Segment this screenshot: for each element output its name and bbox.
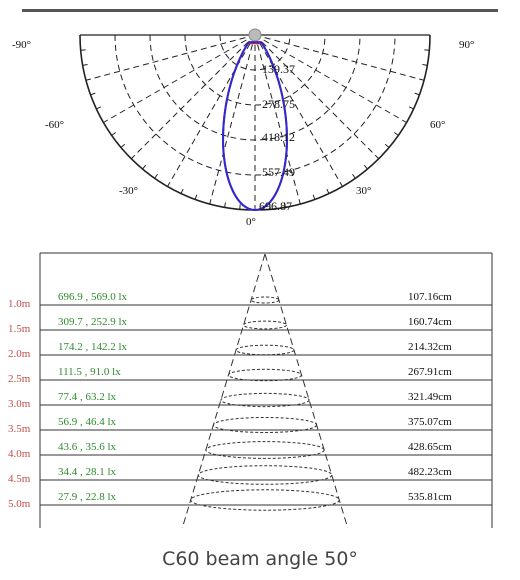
beam-diameter-value: 482.23cm [408, 466, 452, 478]
beam-ring [197, 465, 333, 485]
polar-tick [393, 132, 399, 136]
angle-label-minus-60: -60° [45, 119, 64, 131]
beam-diameter-value: 267.91cm [408, 366, 452, 378]
polar-tick [414, 92, 420, 96]
beam-diameter-value: 107.16cm [408, 291, 452, 303]
angle-label-90: 90° [459, 39, 474, 51]
polar-spoke [103, 34, 256, 123]
polar-tick [422, 64, 428, 66]
lux-value: 309.7 , 252.9 lx [58, 316, 128, 328]
distance-label: 2.5m [8, 373, 31, 385]
polar-tick [82, 64, 88, 66]
polar-tick [312, 194, 316, 200]
lux-value: 56.9 , 46.4 lx [58, 416, 117, 428]
beam-ring [227, 368, 303, 382]
polar-spoke [254, 34, 301, 205]
beam-ring [243, 320, 287, 330]
ring-label-3: 418.12 [262, 130, 295, 144]
beam-edge-left [181, 253, 266, 529]
polar-tick [326, 188, 330, 194]
beam-ring [220, 392, 310, 408]
polar-grid [79, 28, 431, 211]
ring-label-4: 557.49 [262, 165, 295, 179]
polar-tick [90, 92, 96, 96]
distance-label: 2.0m [8, 348, 31, 360]
distance-label: 1.0m [8, 298, 31, 310]
ring-label-5: 696.87 [259, 199, 292, 213]
lux-value: 34.4 , 28.1 lx [58, 466, 117, 478]
top-rule [22, 9, 498, 12]
beam-diameter-value: 535.81cm [408, 491, 452, 503]
beam-edge-right [264, 253, 349, 529]
polar-spoke [85, 34, 256, 81]
angle-label-0: 0° [246, 216, 256, 228]
polar-tick [120, 143, 126, 148]
distance-label: 4.5m [8, 473, 31, 485]
polar-spoke [130, 34, 256, 160]
polar-tick [384, 143, 390, 148]
ring-label-1: 139.37 [262, 62, 295, 76]
beam-diameter-value: 214.32cm [408, 341, 452, 353]
polar-spoke [254, 34, 343, 187]
illuminance-table [39, 252, 493, 528]
beam-ring [190, 489, 340, 511]
polar-tick [194, 194, 198, 200]
distance-label: 3.0m [8, 398, 31, 410]
beam-ring [235, 344, 295, 356]
lux-value: 43.6 , 35.6 lx [58, 441, 117, 453]
polar-tick [96, 106, 102, 110]
lux-value: 696.9 , 569.0 lx [58, 291, 128, 303]
lux-value: 27.9 , 22.8 lx [58, 491, 117, 503]
distance-label: 1.5m [8, 323, 31, 335]
angle-label-minus-90: -90° [12, 39, 31, 51]
polar-spoke [254, 34, 407, 123]
ring-label-2: 278.75 [262, 97, 295, 111]
polar-tick [363, 164, 368, 170]
caption: C60 beam angle 50° [162, 548, 358, 570]
polar-tick [111, 132, 117, 136]
beam-diameter-value: 160.74cm [408, 316, 452, 328]
illuminance-rows: 1.0m 696.9 , 569.0 lx 107.16cm 1.5m 309.7 , … [8, 291, 452, 510]
polar-tick [224, 202, 226, 208]
polar-outer-arc [79, 34, 431, 211]
polar-tick [154, 173, 158, 179]
beam-ring [205, 441, 325, 459]
angle-label-minus-30: -30° [119, 185, 138, 197]
beam-diameter-value: 428.65cm [408, 441, 452, 453]
polar-ring [184, 34, 326, 106]
polar-spoke [209, 34, 256, 205]
angle-label-30: 30° [356, 185, 371, 197]
polar-tick [284, 202, 286, 208]
lux-value: 174.2 , 142.2 lx [58, 341, 128, 353]
polar-spoke [254, 34, 425, 81]
polar-spoke [254, 34, 380, 160]
polar-tick [180, 188, 184, 194]
distance-label: 5.0m [8, 498, 31, 510]
beam-ring [250, 296, 280, 304]
polar-hub [248, 28, 262, 42]
distance-label: 4.0m [8, 448, 31, 460]
distance-label: 3.5m [8, 423, 31, 435]
polar-ring [114, 34, 396, 176]
angle-label-60: 60° [430, 119, 445, 131]
polar-tick [408, 106, 414, 110]
beam-diameter-value: 375.07cm [408, 416, 452, 428]
polar-tick [352, 173, 356, 179]
beam-diameter-value: 321.49cm [408, 391, 452, 403]
polar-spoke [167, 34, 256, 187]
beam-cone [181, 253, 349, 529]
lux-value: 111.5 , 91.0 lx [58, 366, 121, 378]
polar-tick [142, 164, 147, 170]
lux-value: 77.4 , 63.2 lx [58, 391, 117, 403]
beam-ring [212, 417, 318, 433]
candela-curve-c0 [222, 41, 288, 212]
